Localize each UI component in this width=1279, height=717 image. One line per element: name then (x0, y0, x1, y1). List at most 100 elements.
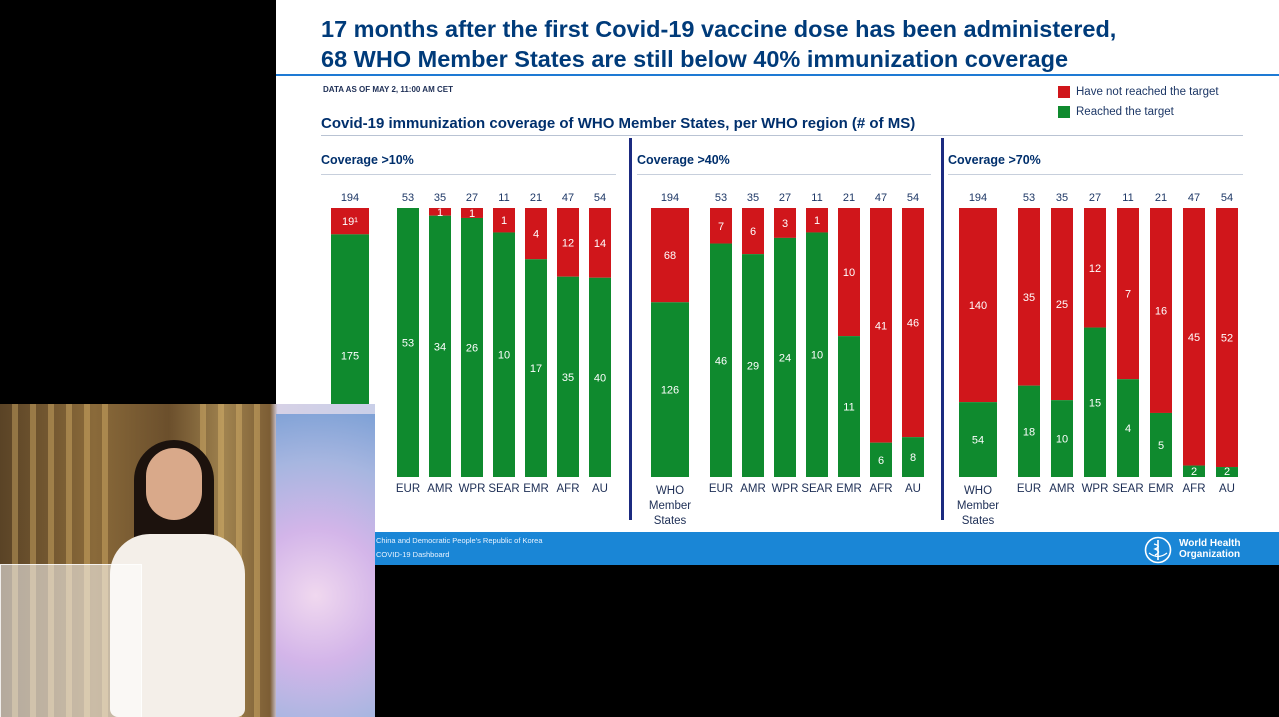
category-label: EUR (396, 483, 420, 495)
slide-title: 17 months after the first Covid-19 vacci… (321, 14, 1271, 74)
panel-divider-1 (629, 138, 632, 520)
value-label-reached: 24 (779, 352, 791, 364)
bar-total-label: 35 (434, 192, 446, 204)
bar-segment-not-reached (651, 208, 689, 303)
bar-segment-reached (493, 232, 515, 477)
category-label: Member (649, 500, 691, 512)
category-label: WPR (772, 483, 799, 495)
value-label-reached: 11 (843, 402, 854, 414)
bar-total-label: 21 (1155, 192, 1167, 204)
value-label-not-reached: 46 (907, 318, 919, 330)
bar-segment-not-reached (774, 208, 796, 238)
bar-segment-not-reached (806, 208, 828, 233)
bar-segment-not-reached (1084, 208, 1106, 328)
background-screen (276, 414, 375, 717)
value-label-reached: 175 (341, 351, 359, 363)
bar-total-label: 194 (341, 192, 359, 204)
bar-total-label: 54 (594, 192, 606, 204)
bar-segment-not-reached (1216, 208, 1238, 468)
bar-segment-not-reached (557, 208, 579, 277)
category-label: AU (905, 483, 921, 495)
bar-segment-reached (1051, 400, 1073, 477)
title-divider (276, 74, 1279, 76)
category-label: Member (957, 500, 999, 512)
category-label: SEAR (801, 483, 832, 495)
category-label: AMR (1049, 483, 1075, 495)
bar-segment-reached (1084, 327, 1106, 477)
slide-footer: China and Democratic People's Republic o… (276, 532, 1279, 565)
footnote: China and Democratic People's Republic o… (376, 536, 543, 545)
category-label: WHO (656, 485, 684, 497)
bar-segment-reached (1150, 412, 1172, 477)
bar-segment-reached (1117, 379, 1139, 477)
chart-subtitle: Covid-19 immunization coverage of WHO Me… (321, 115, 916, 132)
data-timestamp: DATA AS OF MAY 2, 11:00 AM CET (323, 85, 453, 94)
bar-total-label: 27 (1089, 192, 1101, 204)
bar-segment-not-reached (589, 208, 611, 278)
panel-title-rule (637, 174, 931, 175)
bar-total-label: 35 (747, 192, 759, 204)
value-label-reached: 2 (1191, 466, 1197, 478)
value-label-reached: 2 (1224, 466, 1230, 478)
legend-label: Reached the target (1076, 106, 1174, 118)
bar-segment-not-reached (959, 208, 997, 403)
bar-segment-not-reached (870, 208, 892, 443)
value-label-not-reached: 45 (1188, 332, 1200, 344)
value-label-reached: 46 (715, 355, 727, 367)
bar-segment-not-reached (902, 208, 924, 438)
value-label-not-reached: 12 (1089, 263, 1101, 275)
bar-segment-not-reached (461, 208, 483, 218)
value-label-not-reached: 14 (594, 238, 606, 250)
bar-segment-reached (1183, 465, 1205, 477)
bar-segment-reached (806, 232, 828, 477)
speaker-face (146, 448, 202, 520)
value-label-reached: 10 (811, 350, 823, 362)
value-label-not-reached: 41 (875, 320, 887, 332)
subtitle-divider (321, 135, 1243, 136)
value-label-not-reached: 25 (1056, 299, 1068, 311)
slide-title-line-2: 68 WHO Member States are still below 40%… (321, 46, 1069, 72)
bar-total-label: 27 (779, 192, 791, 204)
bar-segment-reached (870, 442, 892, 477)
bar-total-label: 21 (843, 192, 855, 204)
bar-total-label: 11 (498, 192, 509, 204)
bar-segment-not-reached (525, 208, 547, 260)
value-label-not-reached: 4 (533, 229, 539, 241)
category-label: EMR (1148, 483, 1174, 495)
bar-total-label: 53 (402, 192, 414, 204)
category-label: States (654, 515, 687, 527)
bar-segment-reached (838, 336, 860, 477)
bar-total-label: 53 (1023, 192, 1035, 204)
bar-total-label: 194 (661, 192, 679, 204)
category-label: AU (1219, 483, 1235, 495)
category-label: AMR (740, 483, 766, 495)
bar-segment-not-reached (493, 208, 515, 233)
value-label-reached: 8 (910, 452, 916, 464)
bar-segment-reached (429, 215, 451, 477)
category-label: WPR (1082, 483, 1109, 495)
value-label-reached: 6 (878, 455, 884, 467)
podium (0, 564, 142, 717)
coverage-charts: Coverage >10%19419¹175WHOMemberStates535… (321, 138, 1243, 527)
value-label-not-reached: 7 (718, 221, 724, 233)
category-label: EUR (1017, 483, 1041, 495)
value-label-reached: 5 (1158, 440, 1164, 452)
bar-segment-not-reached (742, 208, 764, 255)
value-label-not-reached: 1 (814, 215, 820, 227)
bar-segment-reached (710, 243, 732, 477)
bar-segment-not-reached (710, 208, 732, 244)
bar-segment-reached (742, 254, 764, 477)
category-label: WHO (964, 485, 992, 497)
bar-total-label: 11 (811, 192, 822, 204)
source-note: COVID-19 Dashboard (376, 550, 450, 559)
value-label-reached: 35 (562, 372, 574, 384)
bar-total-label: 54 (1221, 192, 1233, 204)
bar-segment-not-reached (1051, 208, 1073, 401)
bar-total-label: 194 (969, 192, 987, 204)
bar-segment-not-reached (1150, 208, 1172, 413)
bar-segment-not-reached (838, 208, 860, 337)
bar-segment-reached (589, 277, 611, 477)
value-label-not-reached: 12 (562, 237, 574, 249)
value-label-reached: 18 (1023, 426, 1035, 438)
value-label-reached: 53 (402, 338, 414, 350)
